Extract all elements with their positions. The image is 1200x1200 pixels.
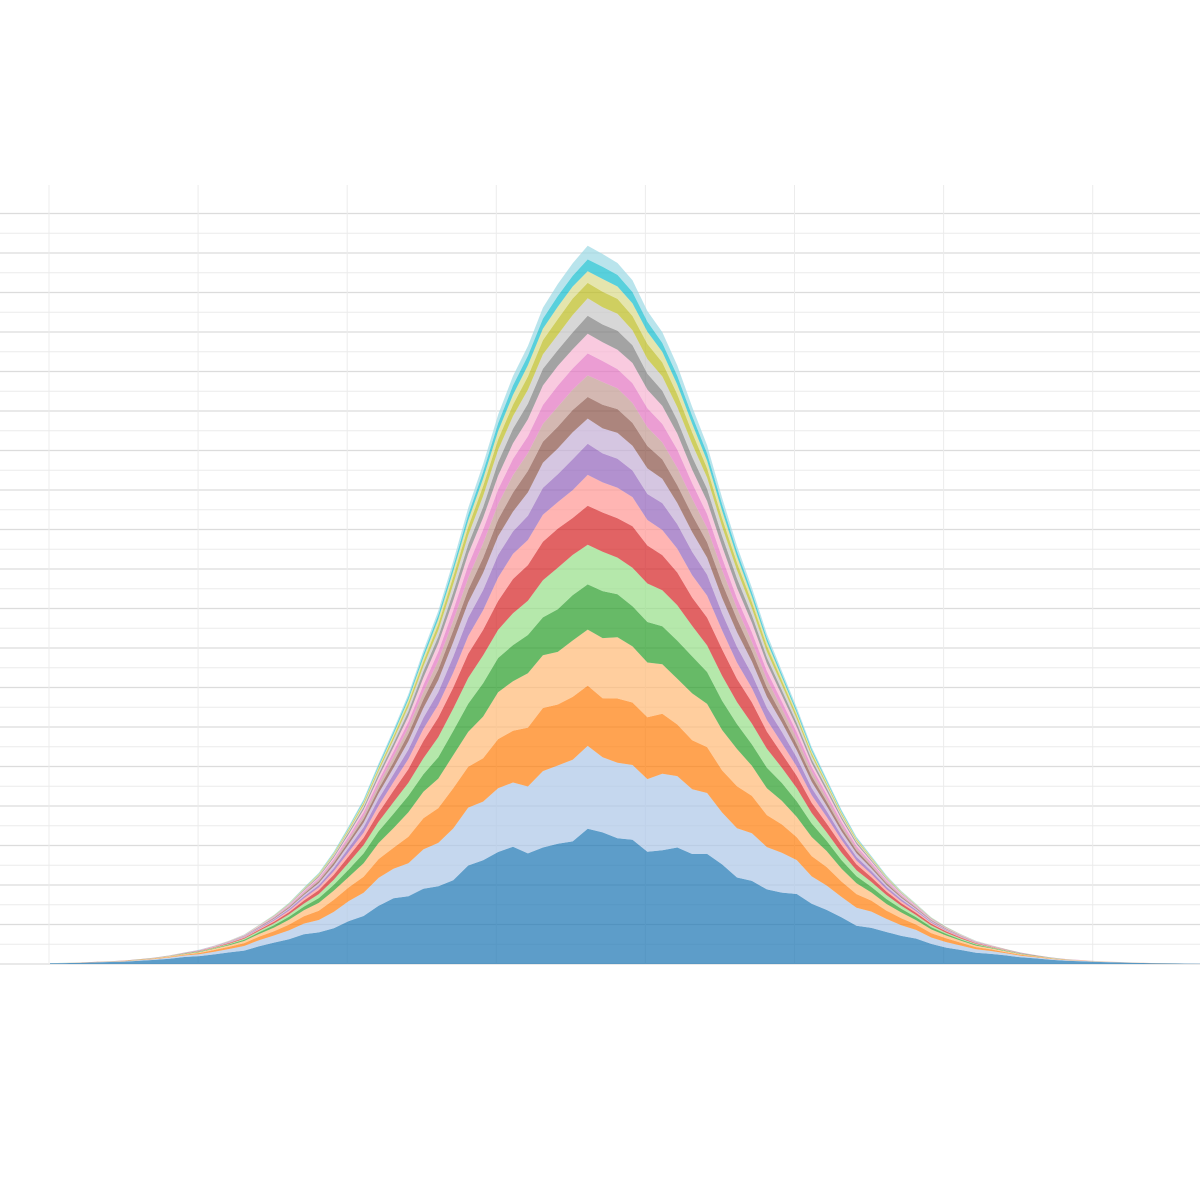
area-layer-4	[50, 629, 1200, 964]
area-layer-2	[50, 745, 1200, 964]
area-layer-1	[50, 828, 1200, 964]
area-layer-3	[50, 685, 1200, 964]
area-layers	[50, 245, 1200, 964]
